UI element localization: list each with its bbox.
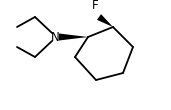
Polygon shape bbox=[97, 14, 113, 27]
Text: F: F bbox=[92, 0, 98, 12]
Text: N: N bbox=[51, 30, 59, 43]
Polygon shape bbox=[59, 34, 88, 40]
